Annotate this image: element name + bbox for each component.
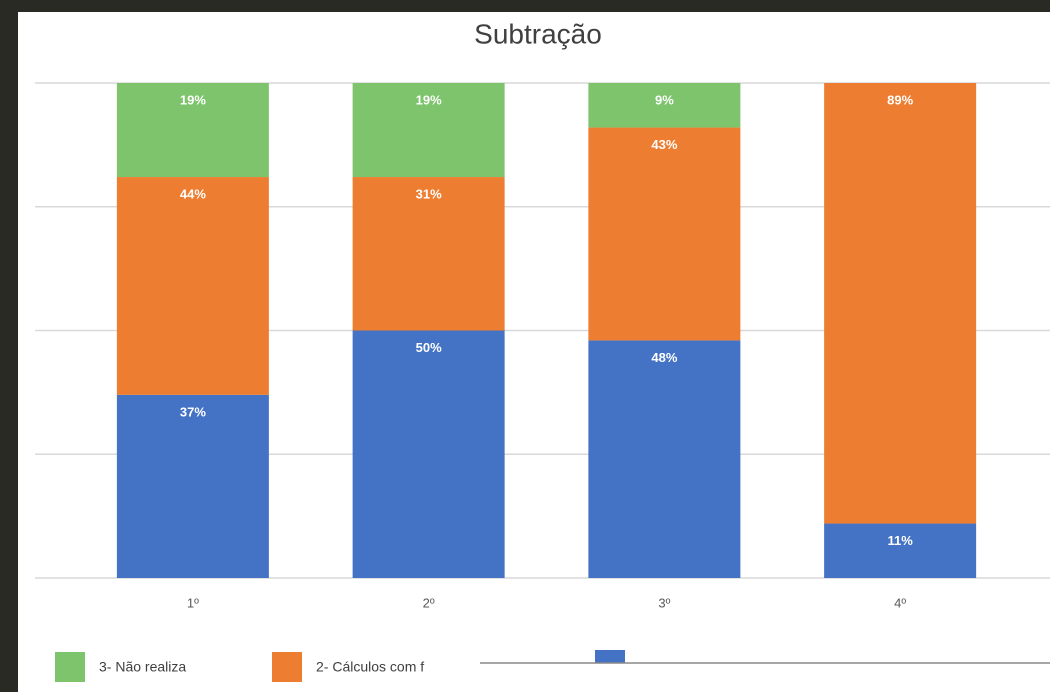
- data-label: 19%: [416, 92, 442, 107]
- chart-title: Subtração: [474, 18, 602, 49]
- data-label: 89%: [887, 92, 913, 107]
- bar-segment: [588, 127, 741, 341]
- bar-segment: [824, 83, 977, 524]
- data-label: 43%: [651, 137, 677, 152]
- data-label: 44%: [180, 186, 206, 201]
- bar-segment: [588, 340, 741, 578]
- data-label: 31%: [416, 186, 442, 201]
- x-tick-label: 2º: [423, 595, 435, 610]
- data-label: 9%: [655, 92, 674, 107]
- bar-segment: [116, 177, 269, 395]
- bar-segment: [116, 394, 269, 578]
- bar-segment: [824, 523, 977, 578]
- data-label: 37%: [180, 404, 206, 419]
- legend-swatch: [272, 652, 302, 682]
- data-label: 19%: [180, 92, 206, 107]
- x-tick-label: 3º: [658, 595, 670, 610]
- bar-segment: [116, 83, 269, 178]
- legend-label: 3- Não realiza: [99, 659, 186, 675]
- bar-segment: [588, 83, 741, 128]
- bar-segment: [352, 177, 505, 331]
- bar-segment: [352, 330, 505, 578]
- overlay: [480, 663, 1050, 692]
- legend-label: 2- Cálculos com f: [316, 659, 424, 675]
- legend-swatch: [55, 652, 85, 682]
- data-label: 11%: [887, 533, 913, 548]
- data-label: 50%: [416, 340, 442, 355]
- bar-segment: [352, 83, 505, 178]
- x-tick-label: 1º: [187, 595, 199, 610]
- data-label: 48%: [651, 350, 677, 365]
- x-tick-label: 4º: [894, 595, 906, 610]
